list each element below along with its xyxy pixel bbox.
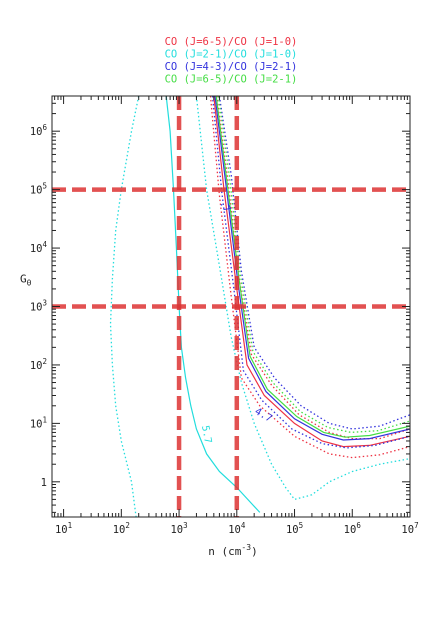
x-tick-label: 103 <box>170 521 187 536</box>
y-tick-label: 106 <box>30 123 48 138</box>
y-tick-label: 102 <box>30 357 47 372</box>
x-axis-label-text: n (cm <box>208 545 241 558</box>
y-tick-label: 1 <box>41 477 47 489</box>
x-tick-label: 107 <box>401 521 418 536</box>
legend-entry: CO (J=2-1)/CO (J=1-0) <box>165 49 298 61</box>
series-line <box>209 96 410 459</box>
x-tick-label: 101 <box>55 521 72 536</box>
x-axis-label-end: ) <box>251 545 258 558</box>
x-tick-label: 104 <box>228 521 246 536</box>
reference-lines <box>52 96 410 517</box>
y-axis-label-text: G <box>20 273 27 286</box>
x-axis-label: n (cm-3) <box>208 543 257 558</box>
series-line <box>213 96 410 448</box>
x-tick-label: 105 <box>286 521 303 536</box>
y-axis-label-sub: 0 <box>27 279 32 288</box>
y-tick-label: 103 <box>30 299 47 314</box>
contour-label: 4.7 <box>253 406 274 425</box>
legend-entry: CO (J=4-3)/CO (J=2-1) <box>165 61 298 73</box>
x-tick-label: 102 <box>113 521 130 536</box>
legend-entry: CO (J=6-5)/CO (J=1-0) <box>165 36 298 48</box>
y-tick-label: 104 <box>30 240 48 255</box>
y-tick-label: 105 <box>30 182 47 197</box>
series-line <box>214 96 410 441</box>
x-axis-label-sup: -3 <box>241 543 251 552</box>
series-line <box>215 96 410 438</box>
contour-label: 5.7 <box>199 425 213 445</box>
legend: CO (J=6-5)/CO (J=1-0)CO (J=2-1)/CO (J=1-… <box>165 36 298 86</box>
x-tick-label: 106 <box>344 521 362 536</box>
axis-tick-labels: 101 102 103 104 105 106 107 1 101 102 103 104 105 106 <box>30 123 419 536</box>
axis-ticks <box>52 95 411 517</box>
series-line <box>216 96 410 440</box>
legend-entry: CO (J=6-5)/CO (J=2-1) <box>165 74 298 86</box>
series-line <box>218 96 410 430</box>
contour-label: .7 <box>217 199 233 215</box>
series-line <box>217 96 410 434</box>
series-line <box>195 96 410 501</box>
y-axis-label: G0 <box>20 273 32 288</box>
y-tick-label: 101 <box>30 415 47 430</box>
